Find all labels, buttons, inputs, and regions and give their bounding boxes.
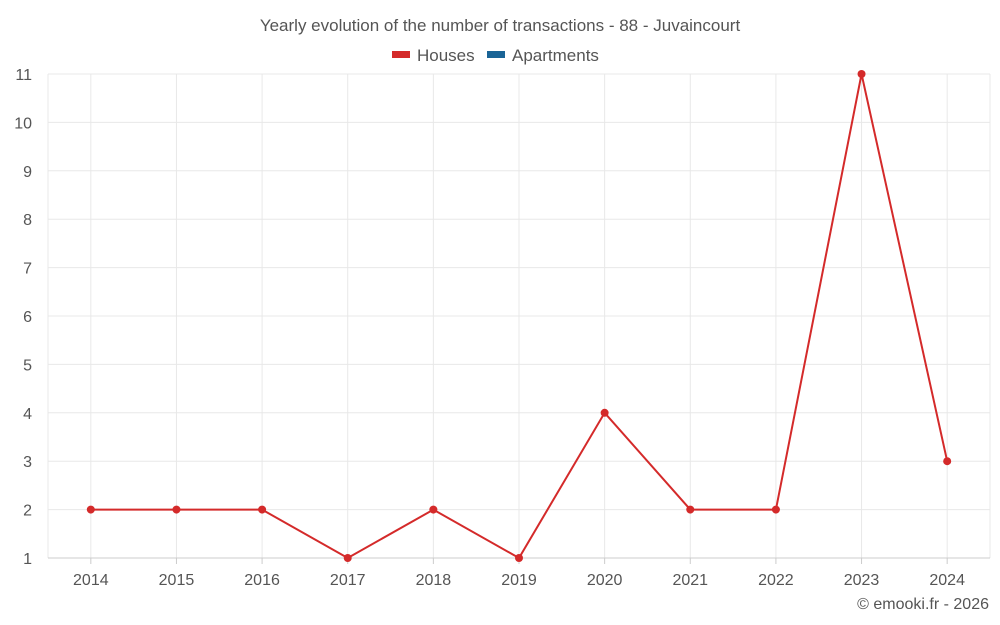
- grid: [48, 73, 990, 558]
- y-tick-label: 7: [23, 261, 32, 278]
- x-tick-label: 2022: [758, 572, 794, 589]
- legend: Houses Apartments: [392, 46, 599, 65]
- data-point-houses-2024[interactable]: [943, 457, 952, 466]
- x-tick-label: 2016: [244, 572, 280, 589]
- x-tick-label: 2021: [672, 572, 708, 589]
- series: [86, 70, 952, 562]
- x-tick-label: 2024: [929, 572, 965, 589]
- legend-label-houses: Houses: [417, 46, 475, 65]
- legend-label-apartments: Apartments: [512, 46, 599, 65]
- x-tick-label: 2017: [330, 572, 366, 589]
- legend-item-houses[interactable]: Houses: [392, 46, 475, 65]
- data-point-houses-2017[interactable]: [343, 554, 352, 562]
- x-tick-label: 2020: [587, 572, 623, 589]
- legend-item-apartments[interactable]: Apartments: [487, 46, 599, 65]
- legend-swatch-apartments: [487, 51, 505, 58]
- y-tick-label: 1: [23, 551, 32, 568]
- data-point-houses-2014[interactable]: [86, 505, 95, 514]
- y-tick-label: 11: [15, 67, 32, 84]
- y-tick-label: 5: [23, 357, 32, 374]
- x-axis-ticks: 2014 2015 2016 2017 2018 2019 2020 2021 2022 2023…: [73, 572, 965, 589]
- x-tick-label: 2019: [501, 572, 537, 589]
- y-tick-label: 8: [23, 212, 32, 229]
- y-tick-label: 2: [23, 503, 32, 520]
- y-axis-ticks: 1 2 3 4 5 6 7 8 9 10 11: [14, 67, 32, 568]
- legend-swatch-houses: [392, 51, 410, 58]
- x-tick-label: 2015: [159, 572, 195, 589]
- data-point-houses-2020[interactable]: [600, 408, 609, 417]
- chart-title: Yearly evolution of the number of transa…: [260, 16, 741, 35]
- data-point-houses-2015[interactable]: [172, 505, 181, 514]
- credit-text: © emooki.fr - 2026: [857, 596, 989, 613]
- data-point-houses-2022[interactable]: [771, 505, 780, 514]
- y-tick-label: 6: [23, 309, 32, 326]
- data-point-houses-2019[interactable]: [515, 554, 523, 562]
- x-tick-label: 2023: [844, 572, 880, 589]
- y-tick-label: 3: [23, 454, 32, 471]
- data-point-houses-2016[interactable]: [258, 505, 267, 514]
- x-tick-label: 2014: [73, 572, 109, 589]
- data-point-houses-2023[interactable]: [857, 70, 866, 78]
- y-tick-label: 9: [23, 164, 32, 181]
- y-tick-label: 10: [14, 115, 32, 132]
- x-tick-label: 2018: [416, 572, 452, 589]
- data-point-houses-2018[interactable]: [429, 505, 438, 514]
- y-tick-label: 4: [23, 406, 32, 423]
- data-point-houses-2021[interactable]: [686, 505, 695, 514]
